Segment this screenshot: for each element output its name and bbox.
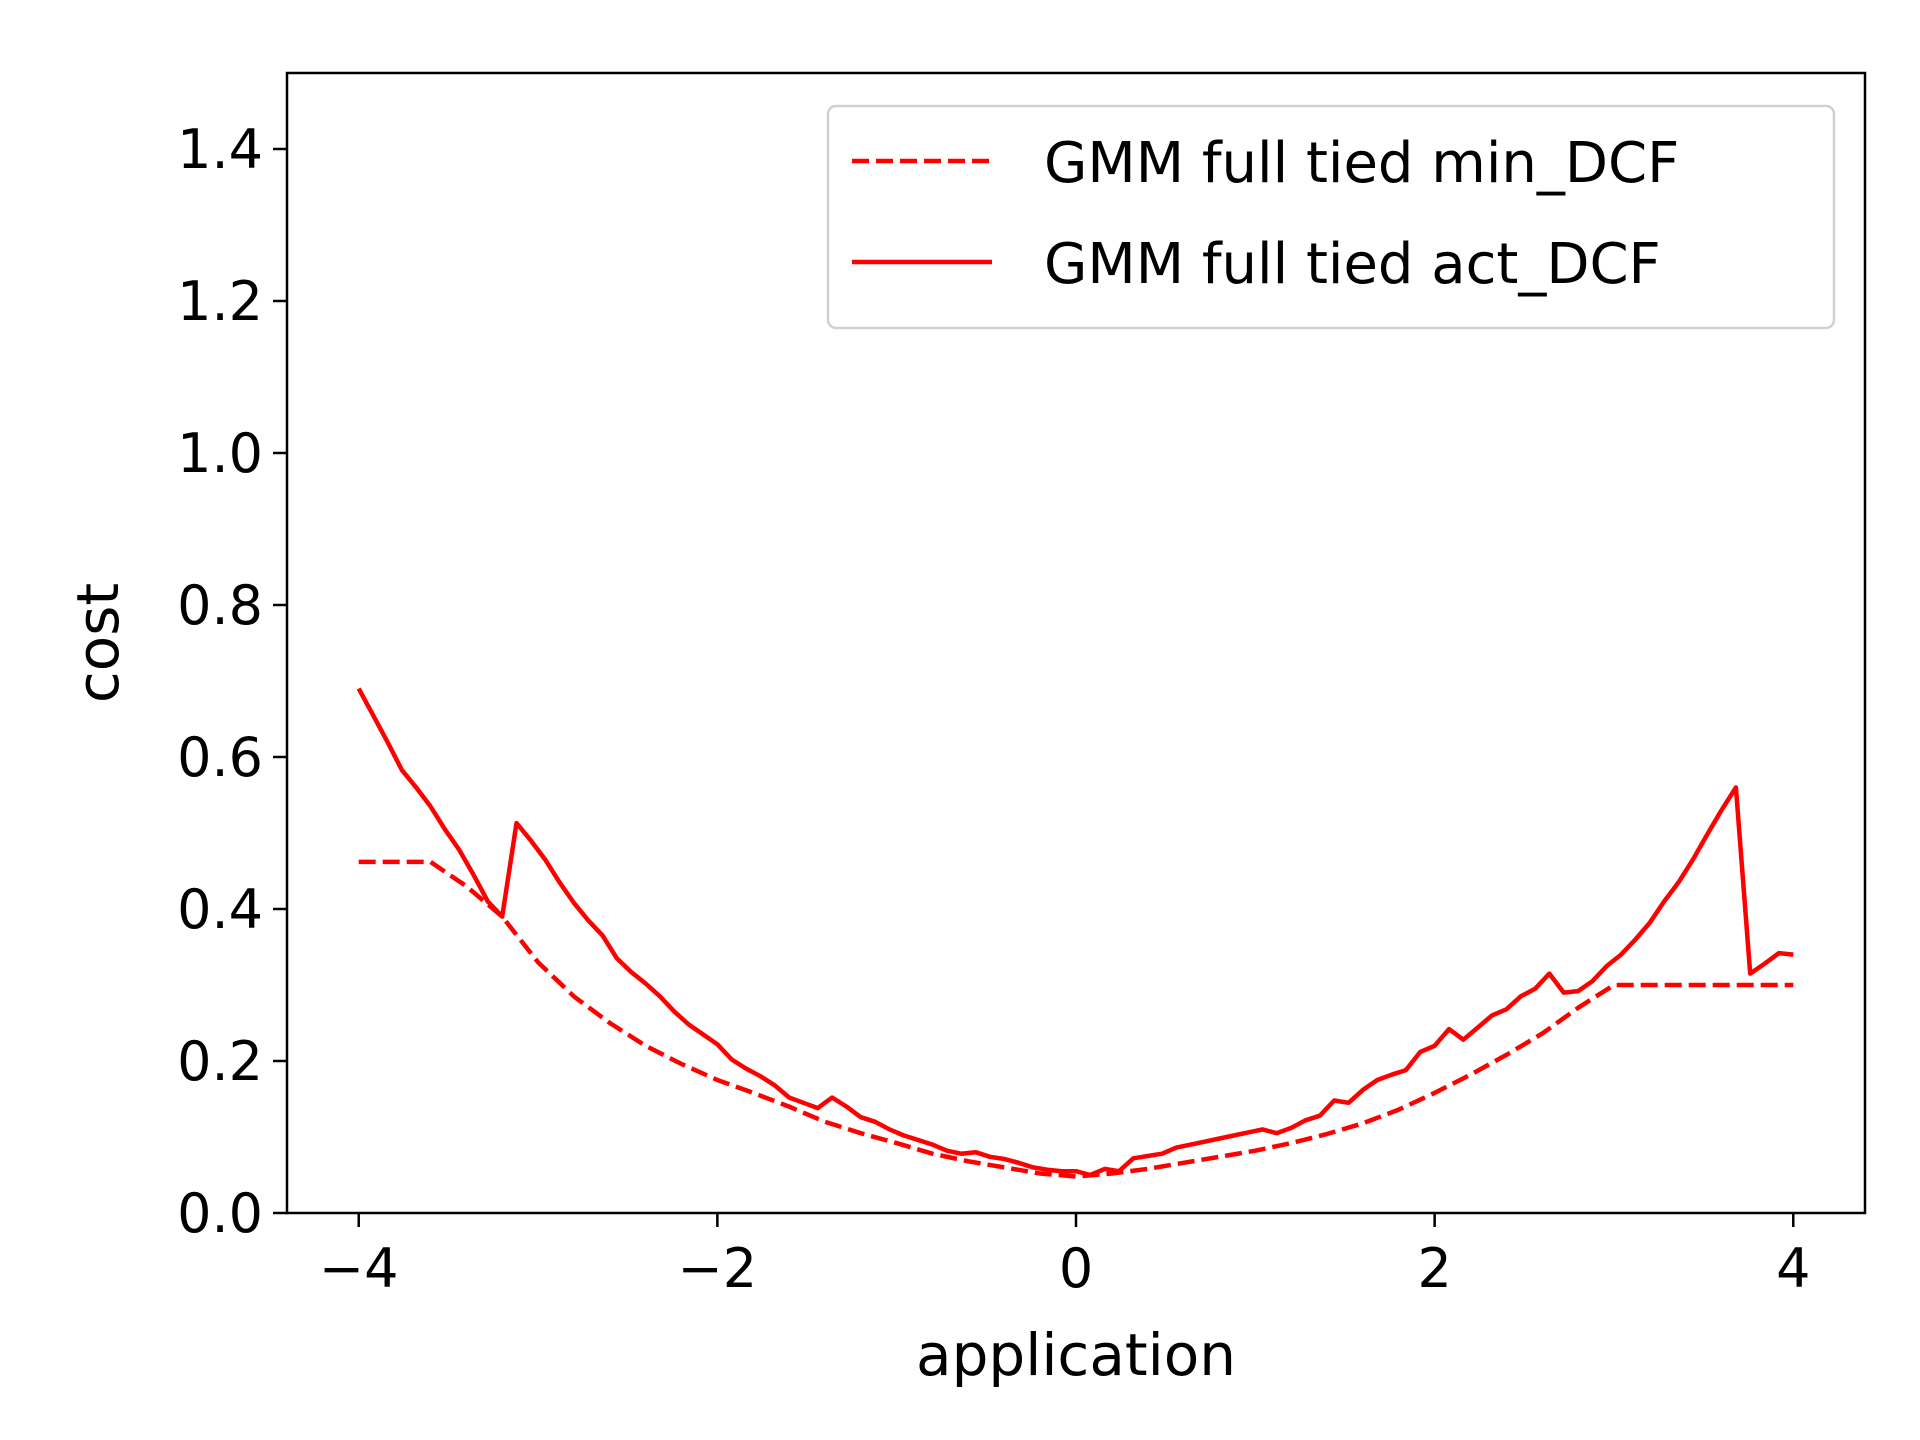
y-tick-label: 0.2 xyxy=(177,1030,263,1093)
series-line-0 xyxy=(358,859,1794,1179)
legend-label-min-dcf: GMM full tied min_DCF xyxy=(1044,131,1679,196)
y-tick-label: 0.8 xyxy=(177,574,263,637)
y-tick-label: 1.0 xyxy=(177,422,263,485)
x-tick-label: 4 xyxy=(1776,1237,1810,1300)
legend-box xyxy=(826,104,1836,330)
y-tick-label: 1.4 xyxy=(177,118,263,181)
y-tick-label: 1.2 xyxy=(177,270,263,333)
x-tick-label: 2 xyxy=(1417,1237,1451,1300)
series-layer xyxy=(356,687,1794,1179)
series-line-1 xyxy=(356,687,1794,1178)
x-tick-label: −2 xyxy=(678,1237,758,1300)
y-axis: 0.0 0.2 0.4 0.6 0.8 1.0 1.2 1.4 xyxy=(177,118,287,1245)
legend-label-act-dcf: GMM full tied act_DCF xyxy=(1044,232,1661,297)
y-tick-label: 0.0 xyxy=(177,1182,263,1245)
y-tick-label: 0.6 xyxy=(177,726,263,789)
legend: GMM full tied min_DCF GMM full tied act_… xyxy=(826,104,1836,330)
x-axis: −4 −2 0 2 4 xyxy=(319,1213,1810,1300)
x-axis-label: application xyxy=(916,1321,1236,1389)
x-tick-label: −4 xyxy=(319,1237,399,1300)
x-tick-label: 0 xyxy=(1059,1237,1093,1300)
y-tick-label: 0.4 xyxy=(177,878,263,941)
y-axis-label: cost xyxy=(64,583,132,703)
